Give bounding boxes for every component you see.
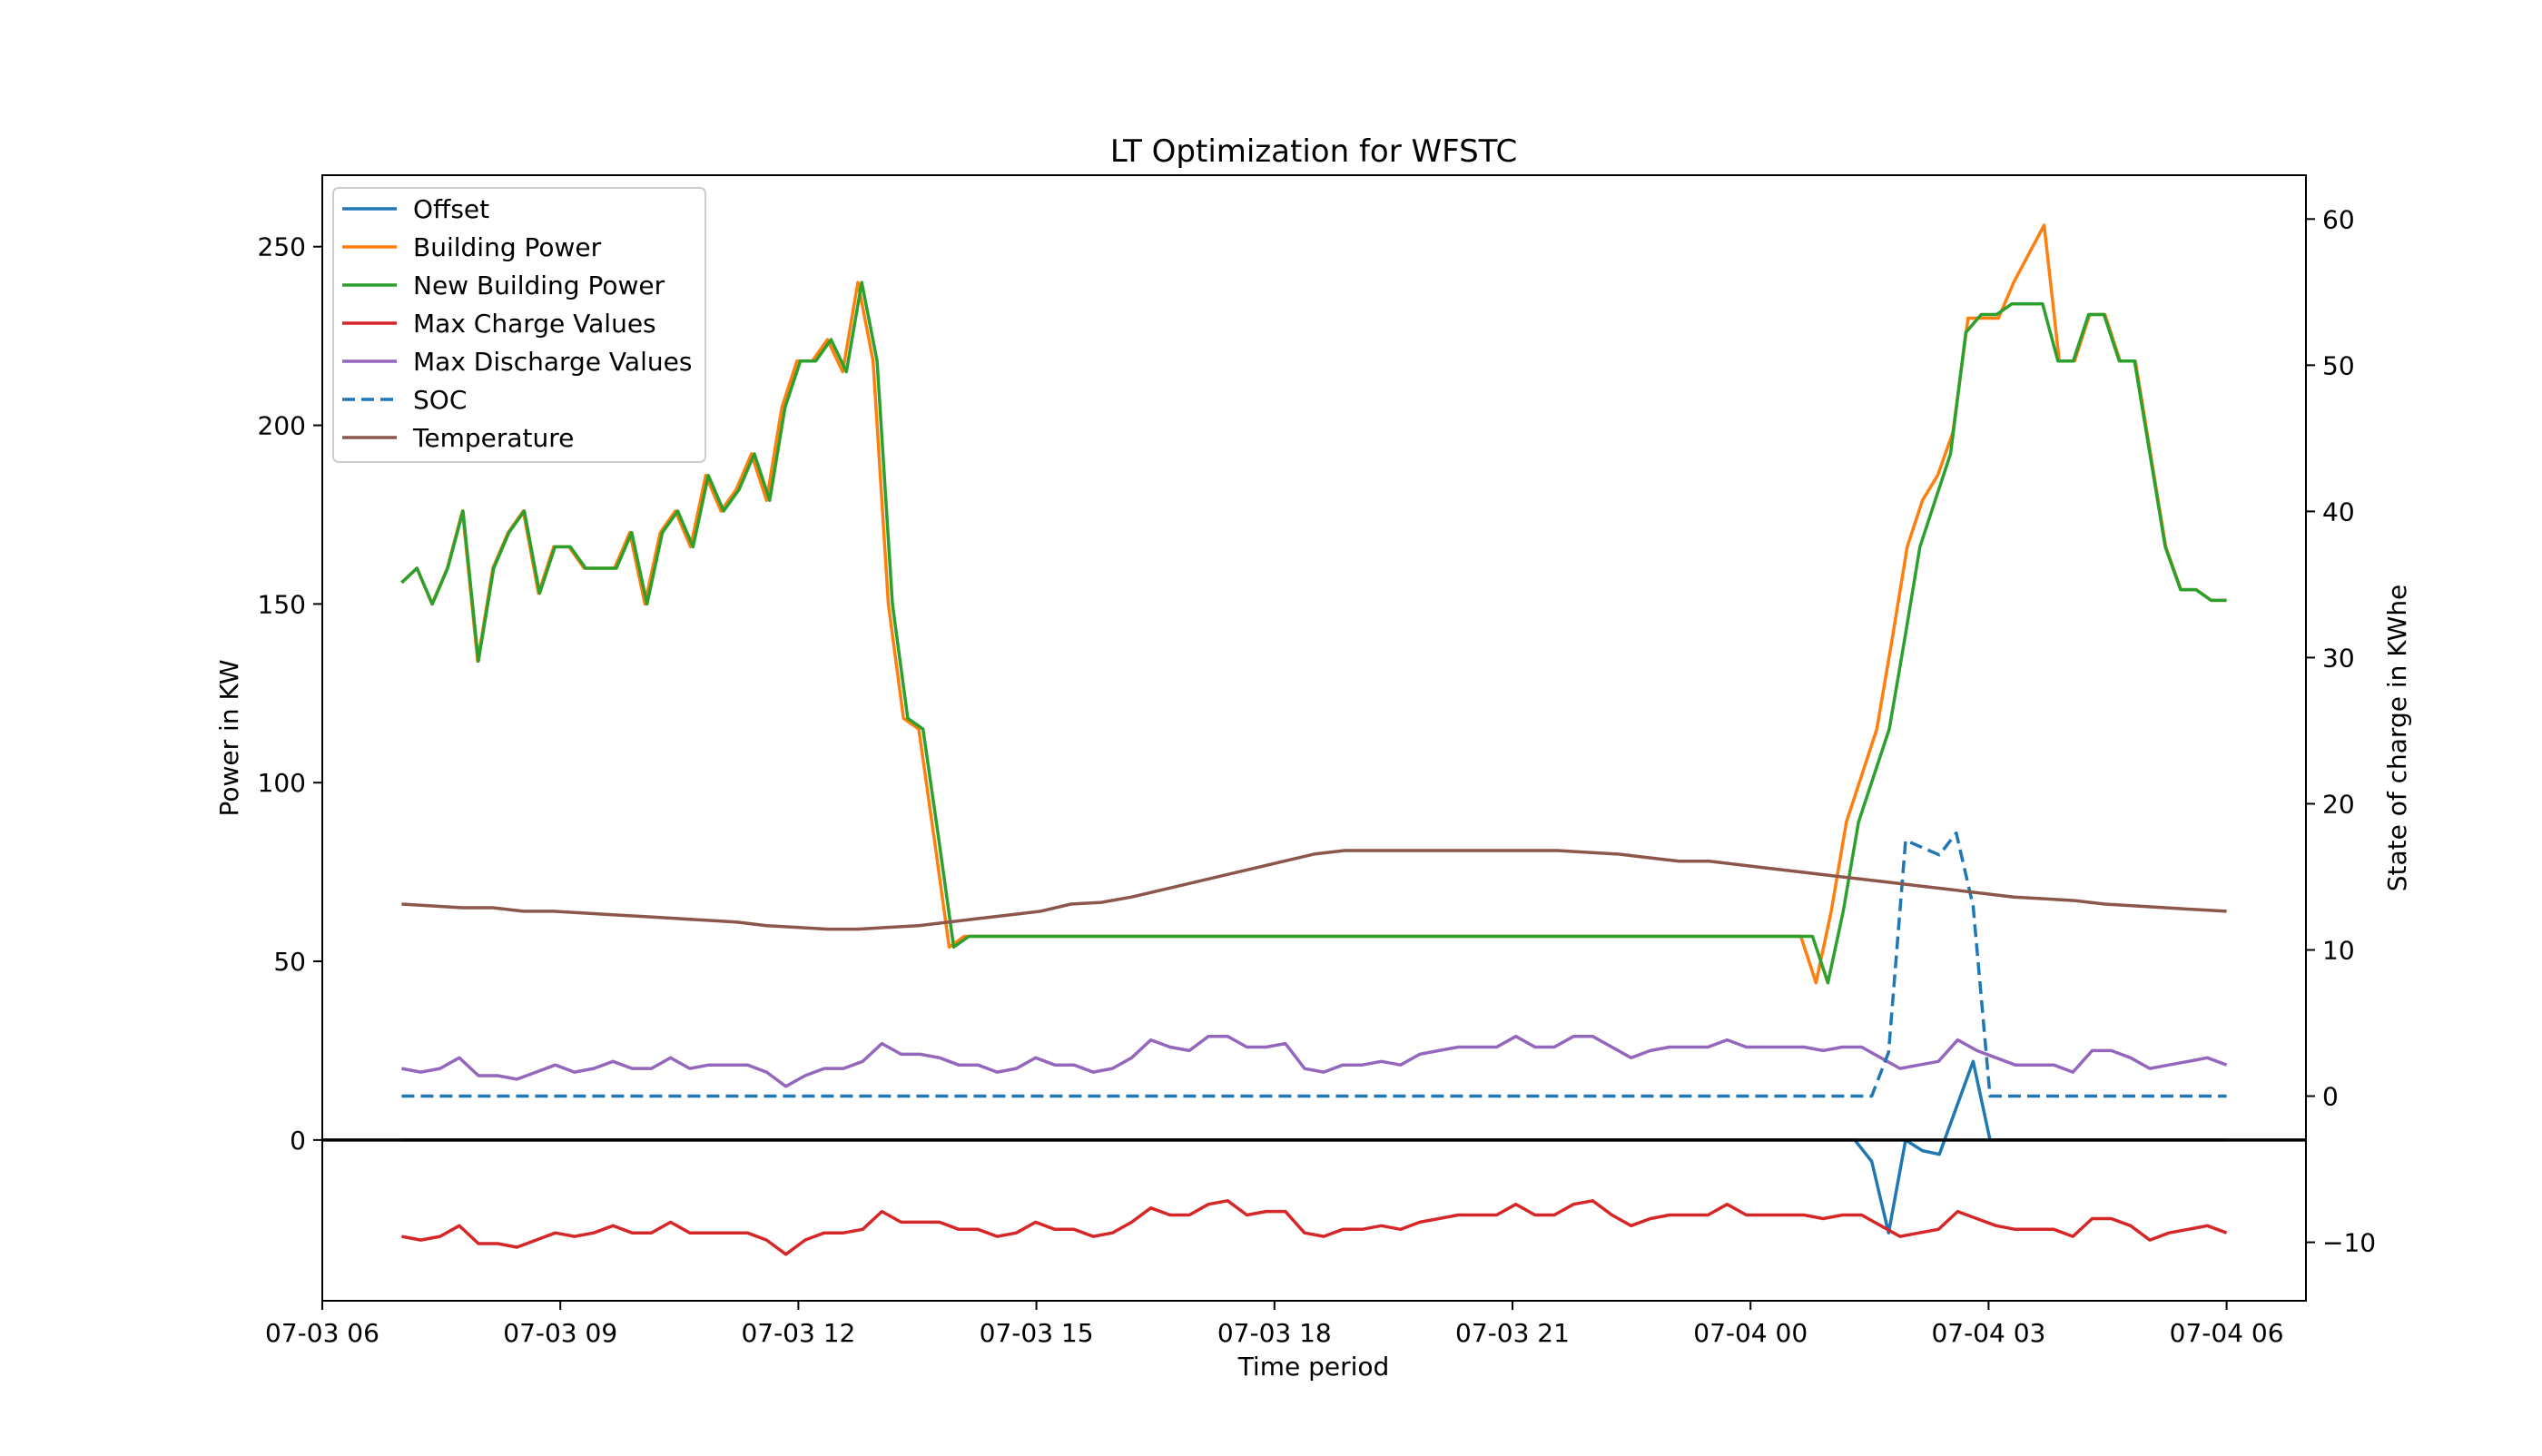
legend-label: Temperature [412,423,574,453]
y2-tick-label: −10 [2322,1228,2376,1258]
legend-label: SOC [413,385,467,415]
x-tick-label: 07-04 00 [1693,1318,1808,1348]
y-tick-label: 100 [258,768,306,798]
y-tick-label: 200 [258,411,306,441]
x-tick-label: 07-03 09 [503,1318,617,1348]
y2-tick-label: 50 [2322,350,2355,380]
y-tick-label: 250 [258,232,306,262]
legend-label: Offset [413,194,489,224]
x-axis-ticks: 07-03 06 07-03 09 07-03 12 07-03 15 07-03 18… [265,1301,2284,1348]
legend-label: Max Charge Values [413,309,656,339]
y-axis-label: Power in KW [214,659,244,816]
plot-frame [321,174,2307,1302]
x-axis-label: Time period [1237,1352,1390,1382]
legend-box [332,187,706,463]
series-line-max-discharge-values [401,1034,2228,1088]
y-tick-label: 50 [273,947,306,977]
x-tick-label: 07-03 15 [980,1318,1094,1348]
x-tick-label: 07-03 12 [741,1318,855,1348]
series-line-temperature [401,849,2227,931]
chart-title: LT Optimization for WFSTC [1110,133,1517,170]
legend-label: Building Power [413,232,602,262]
y2-tick-label: 0 [2322,1082,2339,1112]
y2-tick-label: 20 [2322,789,2355,819]
x-tick-label: 07-04 06 [2170,1318,2284,1348]
y2-tick-label: 40 [2322,497,2355,526]
y2-tick-label: 10 [2322,936,2355,966]
legend-label: Max Discharge Values [413,347,692,377]
y2-tick-label: 30 [2322,643,2355,673]
y-tick-label: 0 [290,1126,306,1156]
x-tick-label: 07-03 21 [1455,1318,1570,1348]
x-tick-label: 07-04 03 [1931,1318,2045,1348]
legend-label: New Building Power [413,271,665,300]
series-line-max-charge-values [401,1199,2228,1256]
y-tick-label: 150 [258,589,306,619]
y-axis-ticks: 0 50 100 150 200 250 [258,232,322,1156]
y2-axis-label: State of charge in KWhe [2382,585,2412,892]
x-tick-label: 07-03 18 [1217,1318,1332,1348]
legend: Offset Building Power New Building Power Ma… [332,187,706,463]
series-line-new-building-power [400,280,2227,985]
y2-tick-label: 60 [2322,204,2355,234]
y2-axis-ticks: −10 0 10 20 30 40 50 60 [2306,204,2376,1258]
x-tick-label: 07-03 06 [265,1318,379,1348]
